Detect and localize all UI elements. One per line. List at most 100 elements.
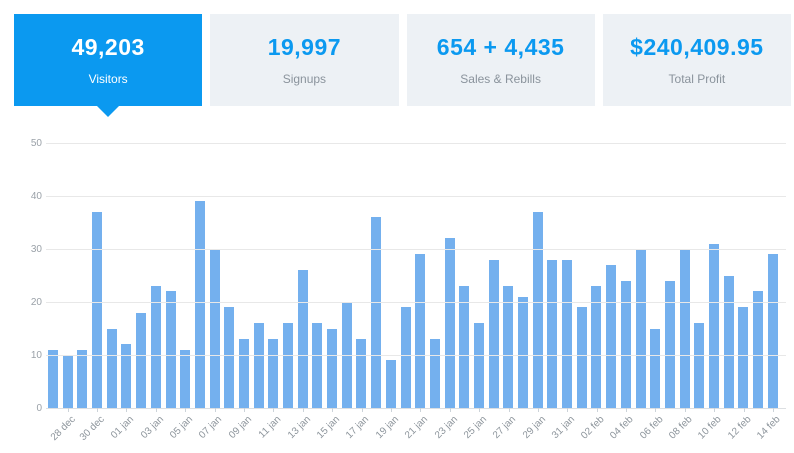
x-axis-tick — [655, 408, 657, 412]
x-axis-tick — [508, 408, 510, 412]
bar[interactable] — [209, 249, 220, 408]
x-axis-label: 11 jan — [256, 414, 284, 441]
x-axis-tick — [214, 408, 216, 412]
gridline — [46, 355, 786, 356]
bar[interactable] — [664, 280, 675, 408]
x-axis-tick — [302, 408, 304, 412]
x-axis-tick — [537, 408, 539, 412]
x-axis-label: 10 feb — [696, 414, 725, 442]
x-axis-tick — [596, 408, 598, 412]
x-axis-tick — [743, 408, 745, 412]
signups-value: 19,997 — [267, 34, 342, 60]
stat-card-signups[interactable]: 19,997 Signups — [210, 14, 399, 106]
x-axis-label: 23 jan — [432, 414, 460, 442]
bar[interactable] — [620, 280, 631, 408]
bar-series — [48, 143, 778, 408]
bar[interactable] — [738, 307, 749, 408]
bar[interactable] — [312, 323, 323, 408]
bar[interactable] — [297, 270, 308, 408]
bar[interactable] — [194, 201, 205, 408]
bar[interactable] — [429, 339, 440, 408]
bar[interactable] — [165, 291, 176, 408]
bar[interactable] — [503, 286, 514, 408]
bar[interactable] — [283, 323, 293, 408]
bar[interactable] — [180, 349, 191, 408]
bar[interactable] — [385, 360, 396, 408]
x-axis-tick — [126, 408, 128, 412]
bar[interactable] — [591, 286, 602, 408]
gridline — [46, 249, 786, 250]
stat-card-row: 49,203 Visitors 19,997 Signups 654 + 4,4… — [14, 14, 791, 117]
bar[interactable] — [415, 254, 426, 408]
total-profit-label: Total Profit — [668, 72, 726, 86]
bar[interactable] — [459, 286, 470, 408]
bar[interactable] — [679, 249, 690, 408]
x-axis-tick — [684, 408, 686, 412]
bar[interactable] — [473, 323, 484, 408]
x-axis-label: 27 jan — [491, 414, 519, 442]
bar[interactable] — [708, 243, 719, 408]
bar[interactable] — [562, 259, 573, 408]
bar[interactable] — [136, 312, 147, 408]
bar[interactable] — [723, 275, 734, 408]
bar[interactable] — [238, 339, 249, 408]
x-axis-label: 29 jan — [520, 414, 548, 442]
x-axis-label: 02 feb — [579, 414, 607, 442]
x-axis-label: 19 jan — [373, 414, 401, 442]
bar[interactable] — [576, 307, 587, 408]
x-axis-label: 31 jan — [550, 414, 578, 442]
bar[interactable] — [224, 307, 235, 408]
x-axis-label: 09 jan — [226, 414, 254, 442]
bar[interactable] — [650, 328, 661, 408]
x-axis-tick — [97, 408, 99, 412]
bar[interactable] — [400, 307, 411, 408]
visitors-value: 49,203 — [71, 34, 145, 60]
bar[interactable] — [767, 254, 778, 408]
bar[interactable] — [253, 323, 264, 408]
x-axis-label: 07 jan — [197, 414, 225, 442]
bar[interactable] — [150, 286, 161, 408]
total-profit-value: $240,409.95 — [630, 34, 764, 60]
stat-card-total-profit[interactable]: $240,409.95 Total Profit — [602, 14, 791, 106]
bar[interactable] — [606, 264, 617, 408]
x-axis-tick — [244, 408, 246, 412]
x-axis-label: 28 dec — [48, 414, 78, 444]
x-axis-tick — [361, 408, 363, 412]
sales-rebills-value: 654 + 4,435 — [436, 34, 565, 60]
x-axis-label: 17 jan — [344, 414, 372, 442]
x-axis-label: 12 feb — [725, 414, 754, 442]
y-axis-label: 20 — [30, 297, 42, 308]
bar[interactable] — [356, 339, 367, 408]
bar[interactable] — [518, 296, 528, 408]
bar[interactable] — [92, 211, 103, 408]
bar[interactable] — [488, 259, 499, 408]
x-axis-tick — [390, 408, 392, 412]
bar[interactable] — [753, 291, 763, 408]
bar[interactable] — [327, 328, 338, 408]
x-axis-label: 03 jan — [138, 414, 166, 442]
x-axis-label: 21 jan — [403, 414, 431, 442]
x-axis-tick — [420, 408, 422, 412]
y-axis-label: 50 — [30, 138, 42, 149]
bar[interactable] — [371, 217, 382, 408]
bar[interactable] — [547, 259, 558, 408]
x-axis-tick — [773, 408, 774, 412]
bar[interactable] — [121, 344, 132, 408]
bar[interactable] — [635, 249, 646, 408]
bar[interactable] — [444, 238, 455, 408]
x-axis-tick — [567, 408, 569, 412]
bar[interactable] — [532, 211, 543, 408]
y-axis-label: 40 — [30, 191, 42, 202]
y-axis-label: 0 — [36, 403, 42, 414]
stat-card-sales-rebills[interactable]: 654 + 4,435 Sales & Rebills — [406, 14, 595, 106]
stat-card-visitors[interactable]: 49,203 Visitors — [14, 14, 203, 117]
bar[interactable] — [62, 355, 73, 408]
x-axis-tick — [626, 408, 628, 412]
visitors-label: Visitors — [88, 72, 128, 86]
bar[interactable] — [77, 349, 88, 408]
sales-rebills-label: Sales & Rebills — [460, 72, 541, 86]
bar[interactable] — [694, 323, 705, 408]
bar[interactable] — [106, 328, 117, 408]
bar[interactable] — [48, 349, 58, 408]
bar[interactable] — [268, 339, 279, 408]
